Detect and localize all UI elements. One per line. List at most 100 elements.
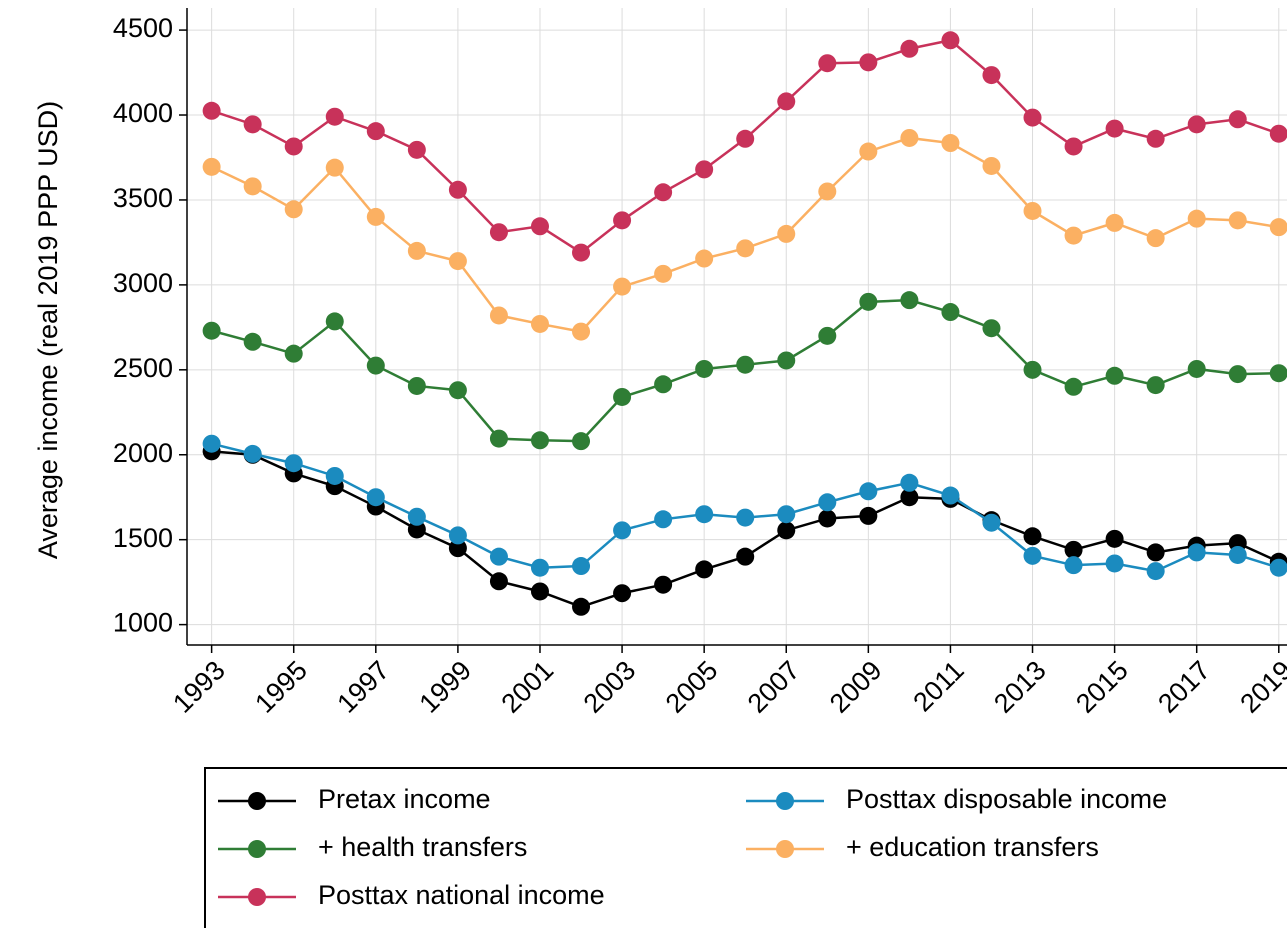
point	[941, 31, 960, 50]
point	[982, 66, 1001, 85]
point	[736, 239, 755, 258]
point	[448, 526, 467, 545]
y-tick-label: 1000	[113, 608, 173, 638]
point	[572, 432, 591, 451]
point	[284, 200, 303, 219]
point	[859, 506, 878, 525]
point	[1023, 360, 1042, 379]
point	[818, 509, 837, 528]
point	[736, 547, 755, 566]
point	[818, 326, 837, 345]
point	[1228, 211, 1247, 230]
point	[1269, 124, 1287, 143]
point	[448, 180, 467, 199]
point	[284, 137, 303, 156]
point	[654, 575, 673, 594]
point	[1023, 201, 1042, 220]
point	[736, 129, 755, 148]
point	[284, 454, 303, 473]
point	[1187, 209, 1206, 228]
point	[1187, 359, 1206, 378]
legend-marker	[248, 840, 266, 858]
point	[1269, 218, 1287, 237]
point	[777, 521, 796, 540]
point	[695, 160, 714, 179]
point	[777, 224, 796, 243]
point	[325, 466, 344, 485]
point	[407, 520, 426, 539]
point	[448, 381, 467, 400]
legend-marker	[776, 840, 794, 858]
point	[1269, 558, 1287, 577]
legend-box	[204, 767, 1287, 928]
point	[366, 122, 385, 141]
x-tick-label: 2015	[1070, 655, 1134, 719]
point	[530, 314, 549, 333]
point	[900, 291, 919, 310]
point	[900, 39, 919, 58]
point	[325, 107, 344, 126]
point	[407, 241, 426, 260]
point	[366, 356, 385, 375]
legend-label: Posttax disposable income	[846, 784, 1167, 814]
point	[530, 582, 549, 601]
y-tick-label: 2500	[113, 353, 173, 383]
point	[1064, 226, 1083, 245]
point	[572, 243, 591, 262]
point	[202, 157, 221, 176]
x-tick-label: 1995	[249, 655, 313, 719]
point	[202, 321, 221, 340]
point	[243, 177, 262, 196]
point	[284, 344, 303, 363]
point	[1228, 110, 1247, 129]
point	[982, 156, 1001, 175]
point	[613, 584, 632, 603]
y-tick-label: 3000	[113, 268, 173, 298]
point	[1064, 556, 1083, 575]
point	[243, 444, 262, 463]
point	[1146, 129, 1165, 148]
point	[1023, 546, 1042, 565]
point	[407, 140, 426, 159]
legend-marker	[248, 888, 266, 906]
point	[407, 376, 426, 395]
point	[859, 292, 878, 311]
point	[613, 211, 632, 230]
point	[818, 182, 837, 201]
point	[572, 322, 591, 341]
point	[1023, 108, 1042, 127]
point	[1228, 365, 1247, 384]
point	[654, 264, 673, 283]
point	[654, 183, 673, 202]
x-tick-label: 2019	[1234, 655, 1287, 719]
point	[448, 252, 467, 271]
legend-marker	[248, 792, 266, 810]
point	[777, 505, 796, 524]
x-tick-label: 2009	[824, 655, 888, 719]
point	[572, 557, 591, 576]
x-tick-label: 2013	[988, 655, 1052, 719]
x-tick-label: 2017	[1152, 655, 1216, 719]
x-tick-label: 1999	[413, 655, 477, 719]
point	[202, 101, 221, 120]
point	[613, 277, 632, 296]
x-tick-label: 2007	[742, 655, 806, 719]
point	[530, 217, 549, 236]
point	[1064, 137, 1083, 156]
point	[202, 434, 221, 453]
point	[1064, 377, 1083, 396]
point	[1146, 543, 1165, 562]
point	[654, 375, 673, 394]
point	[243, 332, 262, 351]
point	[489, 547, 508, 566]
legend-marker	[776, 792, 794, 810]
point	[859, 482, 878, 501]
point	[695, 560, 714, 579]
point	[1105, 366, 1124, 385]
x-tick-label: 2005	[660, 655, 724, 719]
point	[1146, 376, 1165, 395]
point	[695, 359, 714, 378]
point	[777, 351, 796, 370]
point	[941, 486, 960, 505]
point	[941, 303, 960, 322]
